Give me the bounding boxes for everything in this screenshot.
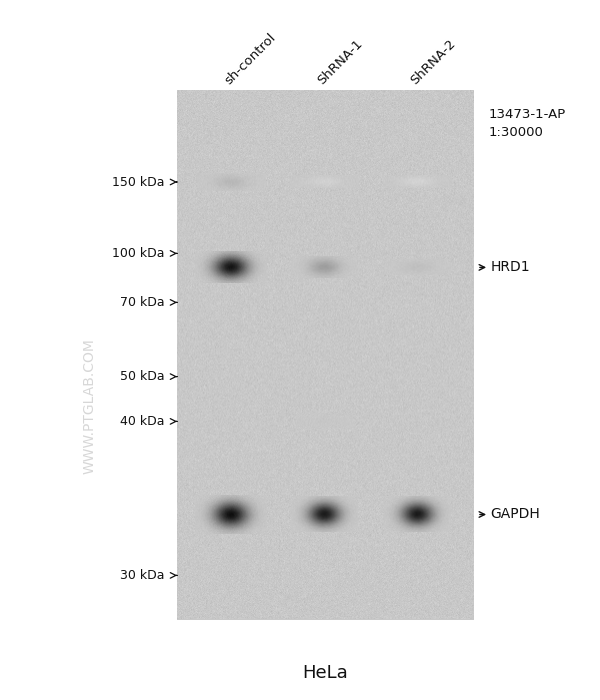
Bar xyxy=(177,91,474,620)
Text: ShRNA-1: ShRNA-1 xyxy=(315,37,365,88)
Text: 40 kDa: 40 kDa xyxy=(121,415,165,428)
Text: 30 kDa: 30 kDa xyxy=(121,569,165,582)
Text: 50 kDa: 50 kDa xyxy=(121,370,165,383)
Text: 70 kDa: 70 kDa xyxy=(121,296,165,309)
Text: WWW.PTGLAB.COM: WWW.PTGLAB.COM xyxy=(83,338,97,474)
Text: GAPDH: GAPDH xyxy=(490,508,540,522)
Text: 13473-1-AP
1:30000: 13473-1-AP 1:30000 xyxy=(489,108,566,139)
Text: 150 kDa: 150 kDa xyxy=(112,176,165,188)
Text: ShRNA-2: ShRNA-2 xyxy=(408,37,458,88)
Text: sh-control: sh-control xyxy=(222,32,278,88)
Text: 100 kDa: 100 kDa xyxy=(112,247,165,260)
Text: HRD1: HRD1 xyxy=(490,260,530,274)
Text: HeLa: HeLa xyxy=(302,664,348,682)
